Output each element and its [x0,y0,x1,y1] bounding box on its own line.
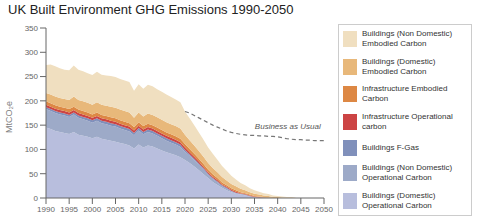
svg-text:2030: 2030 [222,205,240,214]
svg-text:250: 250 [25,72,39,81]
svg-text:2000: 2000 [83,205,101,214]
svg-text:300: 300 [25,48,39,57]
svg-text:Business as Usual: Business as Usual [255,122,321,131]
svg-text:2045: 2045 [292,205,310,214]
svg-text:2035: 2035 [246,205,264,214]
html-text:UK Built Environment GHG Emiss: UK Built Environment GHG Emissions 1990-… [8,2,294,17]
svg-text:200: 200 [25,97,39,106]
svg-text:350: 350 [25,24,39,33]
html-text:Infrastructure Embodied Carbon: Infrastructure Embodied Carbon [362,84,448,104]
svg-text:1990: 1990 [37,205,55,214]
svg-text:1995: 1995 [60,205,78,214]
svg-text:50: 50 [29,170,38,179]
html-text:Buildings (Domestic) Operation: Buildings (Domestic) Operational Carbon [362,190,436,210]
svg-text:0: 0 [34,194,39,203]
svg-text:2005: 2005 [107,205,125,214]
svg-text:100: 100 [25,145,39,154]
svg-text:2040: 2040 [269,205,287,214]
html-text:Buildings (Domestic) Embodied: Buildings (Domestic) Embodied Carbon [362,56,436,76]
html-text:Buildings (Non Domestic) Embod: Buildings (Non Domestic) Embodied Carbon [362,29,453,48]
svg-text:150: 150 [25,121,39,130]
svg-text:2010: 2010 [130,205,148,214]
svg-text:2025: 2025 [199,205,217,214]
html-text:Buildings (Non Domestic) Opera: Buildings (Non Domestic) Operational Car… [362,163,453,183]
html-text:Infrastructure Operational car: Infrastructure Operational carbon [362,112,453,131]
svg-text:2020: 2020 [176,205,194,214]
svg-text:2015: 2015 [153,205,171,214]
svg-text:2050: 2050 [315,205,333,214]
svg-text:MtCO₂e: MtCO₂e [8,101,14,133]
html-text:Buildings F-Gas: Buildings F-Gas [362,142,419,152]
